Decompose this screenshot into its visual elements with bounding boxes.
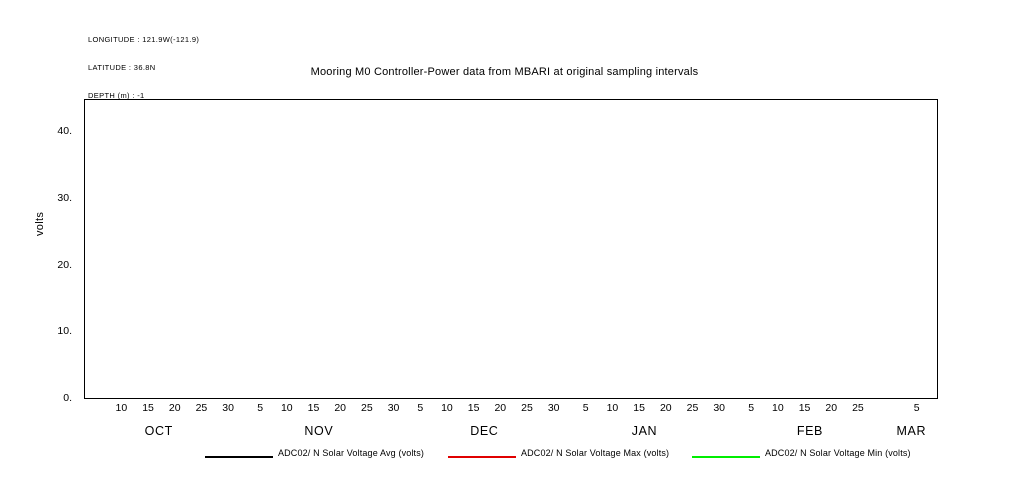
legend-color-line	[448, 456, 516, 458]
x-tick-label: 20	[334, 402, 347, 414]
x-tick-label: 5	[257, 402, 264, 414]
legend-label: ADC02/ N Solar Voltage Max (volts)	[521, 448, 670, 458]
month-label: NOV	[304, 424, 334, 438]
x-tick-label: 20	[494, 402, 507, 414]
x-tick-label: 5	[417, 402, 424, 414]
x-tick-label: 20	[825, 402, 838, 414]
legend: ADC02/ N Solar Voltage Avg (volts) ADC02/…	[0, 448, 1009, 470]
x-tick-label: 15	[142, 402, 154, 414]
y-tick-label: 10.	[57, 325, 72, 338]
x-tick-label: 5	[913, 402, 920, 414]
x-tick-label: 30	[547, 402, 560, 414]
month-label: FEB	[796, 424, 823, 438]
month-label: OCT	[144, 424, 173, 438]
legend-color-line	[692, 456, 760, 458]
y-tick-label: 0.	[63, 392, 72, 404]
legend-color-line	[205, 456, 273, 458]
y-axis-title: volts	[34, 211, 46, 236]
x-tick-label: 10	[441, 402, 453, 414]
chart-title: Mooring M0 Controller-Power data from MB…	[310, 66, 699, 78]
y-tick-label: 40.	[57, 125, 72, 138]
x-tick-label: 10	[115, 402, 128, 414]
x-tick-label: 25	[361, 402, 373, 414]
plot-area	[84, 99, 938, 399]
x-tick-label: 10	[772, 402, 784, 414]
month-label: MAR	[896, 424, 927, 438]
x-tick-label: 30	[387, 402, 400, 414]
x-tick-label: 20	[168, 402, 181, 414]
plot-frame	[84, 99, 938, 399]
x-tick-label: 20	[659, 402, 672, 414]
y-tick-label: 20.	[57, 258, 72, 271]
x-tick-label: 25	[686, 402, 699, 414]
x-tick-label: 5	[748, 402, 755, 414]
x-tick-label: 15	[467, 402, 480, 414]
month-label: DEC	[470, 424, 499, 438]
metadata-longitude: LONGITUDE : 121.9W(-121.9)	[88, 35, 200, 45]
legend-label: ADC02/ N Solar Voltage Min (volts)	[765, 448, 911, 458]
x-tick-label: 30	[713, 402, 725, 414]
legend-label: ADC02/ N Solar Voltage Avg (volts)	[278, 448, 425, 458]
x-tick-label: 5	[582, 402, 589, 414]
metadata-latitude: LATITUDE : 36.8N	[88, 63, 156, 73]
x-tick-label: 25	[195, 402, 208, 414]
x-tick-label: 15	[307, 402, 320, 414]
x-tick-label: 10	[280, 402, 293, 414]
x-tick-label: 25	[521, 402, 533, 414]
x-tick-label: 30	[222, 402, 234, 414]
y-tick-label: 30.	[57, 192, 72, 204]
x-tick-label: 15	[633, 402, 645, 414]
x-tick-label: 15	[798, 402, 811, 414]
x-tick-label: 25	[852, 402, 864, 414]
x-tick-label: 10	[606, 402, 619, 414]
month-label: JAN	[631, 424, 658, 438]
metadata-depth: DEPTH (m) : -1	[88, 90, 145, 100]
